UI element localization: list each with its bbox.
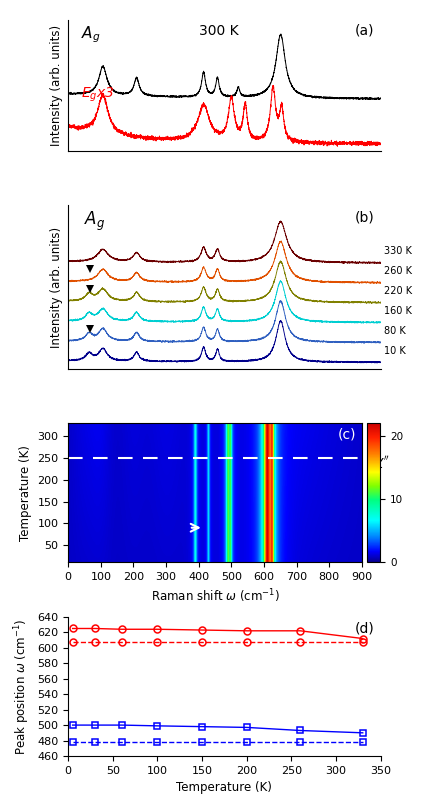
Text: 10 K: 10 K [384,346,406,356]
Y-axis label: Intensity (arb. units): Intensity (arb. units) [50,25,62,146]
Y-axis label: Intensity (arb. units): Intensity (arb. units) [50,226,62,348]
Text: $A_g$: $A_g$ [84,210,105,234]
Y-axis label: Peak position $\omega$ (cm$^{-1}$): Peak position $\omega$ (cm$^{-1}$) [12,618,32,754]
Text: 260 K: 260 K [384,266,412,276]
Text: (d): (d) [355,621,374,635]
Text: 330 K: 330 K [384,246,412,256]
X-axis label: Raman shift $\omega$ (cm$^{-1}$): Raman shift $\omega$ (cm$^{-1}$) [150,588,279,606]
Text: 80 K: 80 K [384,326,406,336]
Text: $\chi''$: $\chi''$ [375,454,390,471]
Text: A$_g$: A$_g$ [81,24,100,45]
Text: E$_g$x3: E$_g$x3 [81,86,114,104]
X-axis label: Temperature (K): Temperature (K) [176,782,272,794]
Text: (a): (a) [355,24,374,38]
Text: (c): (c) [337,427,356,442]
Y-axis label: Temperature (K): Temperature (K) [19,445,32,541]
Text: 160 K: 160 K [384,306,412,316]
Text: (b): (b) [355,210,374,224]
Text: 220 K: 220 K [384,286,412,296]
Text: 300 K: 300 K [199,24,239,38]
